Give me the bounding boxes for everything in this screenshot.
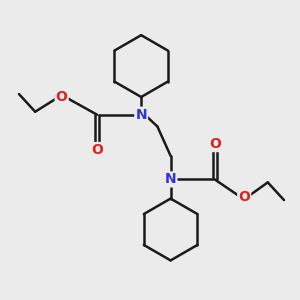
Text: O: O (209, 137, 221, 151)
Text: O: O (91, 143, 103, 157)
Text: O: O (238, 190, 250, 204)
Text: N: N (165, 172, 176, 186)
Text: O: O (56, 90, 68, 104)
Text: N: N (135, 108, 147, 122)
